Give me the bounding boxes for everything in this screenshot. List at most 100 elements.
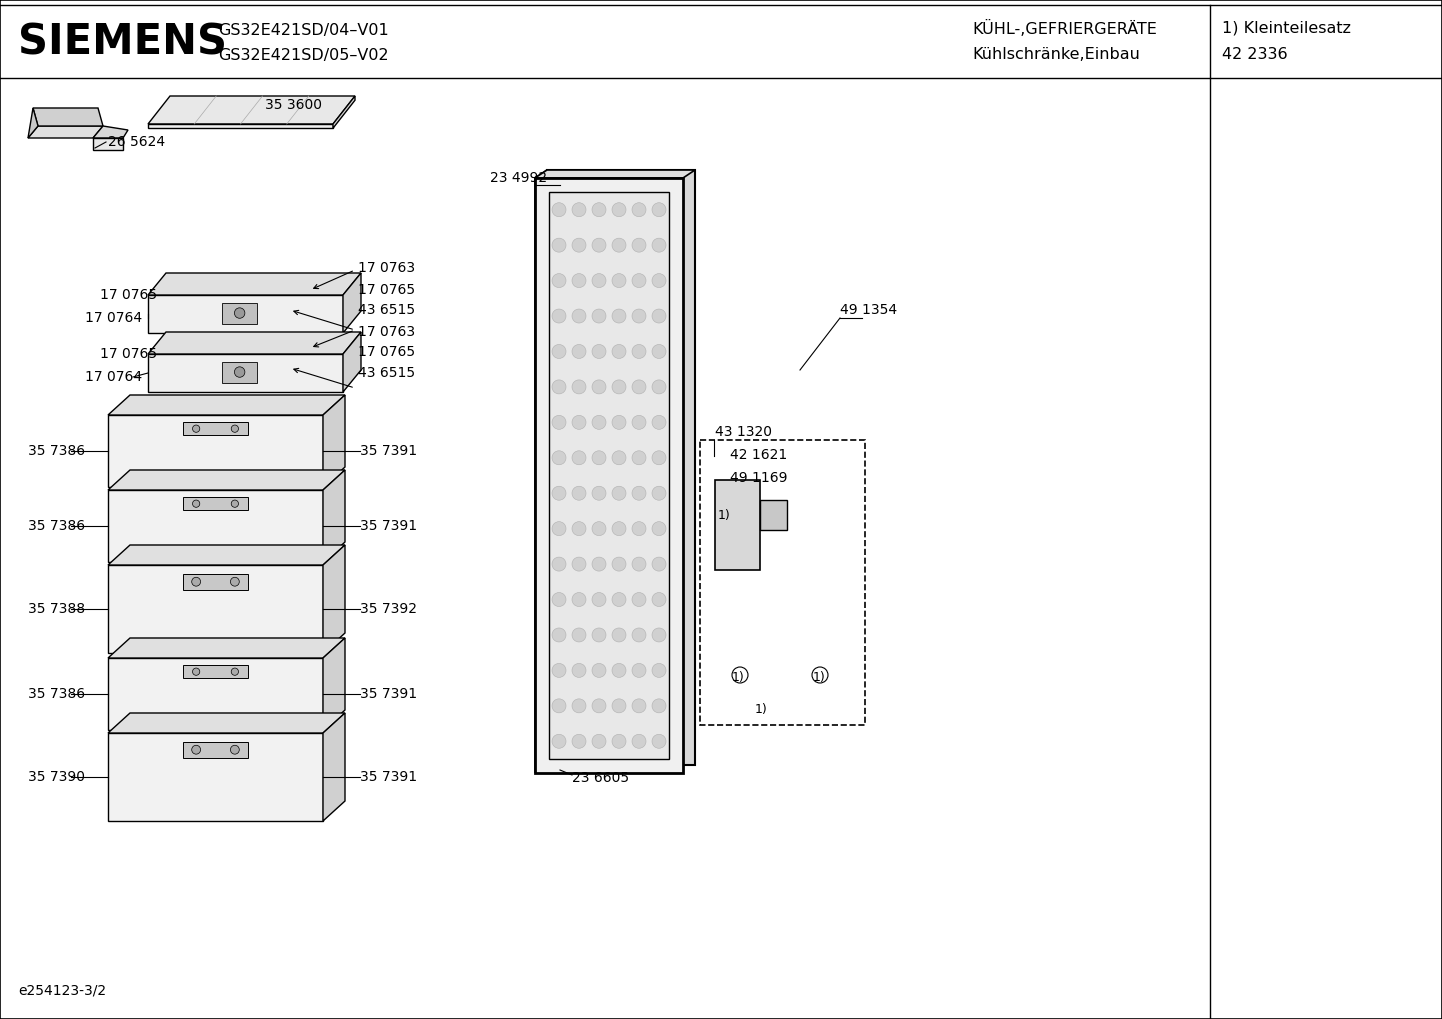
Circle shape bbox=[552, 699, 567, 713]
Circle shape bbox=[552, 663, 567, 678]
Circle shape bbox=[611, 344, 626, 359]
Circle shape bbox=[593, 735, 606, 748]
Circle shape bbox=[572, 203, 585, 217]
Circle shape bbox=[231, 500, 238, 507]
Circle shape bbox=[652, 735, 666, 748]
Circle shape bbox=[632, 309, 646, 323]
Polygon shape bbox=[149, 124, 333, 128]
Text: 49 1169: 49 1169 bbox=[730, 471, 787, 485]
Circle shape bbox=[593, 628, 606, 642]
Polygon shape bbox=[27, 108, 37, 138]
Text: 35 7386: 35 7386 bbox=[27, 444, 85, 458]
Polygon shape bbox=[323, 470, 345, 562]
Circle shape bbox=[593, 344, 606, 359]
Circle shape bbox=[652, 522, 666, 536]
Circle shape bbox=[192, 745, 200, 754]
Polygon shape bbox=[535, 170, 695, 178]
Polygon shape bbox=[760, 500, 787, 530]
Circle shape bbox=[611, 203, 626, 217]
Circle shape bbox=[652, 238, 666, 252]
Circle shape bbox=[593, 522, 606, 536]
Text: 1) Kleinteilesatz: 1) Kleinteilesatz bbox=[1221, 20, 1351, 36]
Text: 43 1320: 43 1320 bbox=[715, 425, 771, 439]
Text: 35 3600: 35 3600 bbox=[265, 98, 322, 112]
Polygon shape bbox=[183, 665, 248, 679]
Circle shape bbox=[652, 663, 666, 678]
Polygon shape bbox=[92, 126, 128, 138]
Circle shape bbox=[611, 522, 626, 536]
Text: 17 0765: 17 0765 bbox=[99, 288, 157, 302]
Circle shape bbox=[632, 203, 646, 217]
Circle shape bbox=[552, 380, 567, 394]
Circle shape bbox=[572, 628, 585, 642]
Circle shape bbox=[572, 344, 585, 359]
Circle shape bbox=[593, 450, 606, 465]
Circle shape bbox=[231, 578, 239, 586]
Circle shape bbox=[193, 668, 200, 676]
Polygon shape bbox=[27, 126, 102, 138]
Circle shape bbox=[632, 628, 646, 642]
Text: 17 0765: 17 0765 bbox=[358, 345, 415, 359]
Text: 43 6515: 43 6515 bbox=[358, 303, 415, 317]
Circle shape bbox=[652, 450, 666, 465]
Circle shape bbox=[652, 344, 666, 359]
Polygon shape bbox=[108, 470, 345, 490]
Polygon shape bbox=[108, 658, 323, 730]
Text: 35 7391: 35 7391 bbox=[360, 444, 417, 458]
Text: 23 6605: 23 6605 bbox=[572, 771, 629, 785]
Circle shape bbox=[632, 344, 646, 359]
Circle shape bbox=[552, 557, 567, 571]
Circle shape bbox=[611, 450, 626, 465]
Text: 35 7390: 35 7390 bbox=[27, 770, 85, 784]
Circle shape bbox=[652, 486, 666, 500]
Circle shape bbox=[552, 486, 567, 500]
Circle shape bbox=[652, 557, 666, 571]
Circle shape bbox=[632, 416, 646, 429]
Polygon shape bbox=[323, 638, 345, 730]
Text: 35 7391: 35 7391 bbox=[360, 687, 417, 701]
Polygon shape bbox=[343, 332, 360, 392]
Polygon shape bbox=[108, 638, 345, 658]
Polygon shape bbox=[33, 108, 102, 126]
Circle shape bbox=[652, 309, 666, 323]
Text: 1): 1) bbox=[718, 508, 731, 522]
Circle shape bbox=[572, 309, 585, 323]
Circle shape bbox=[611, 380, 626, 394]
Polygon shape bbox=[149, 354, 343, 392]
Circle shape bbox=[632, 273, 646, 287]
Circle shape bbox=[632, 238, 646, 252]
Circle shape bbox=[572, 663, 585, 678]
Circle shape bbox=[552, 309, 567, 323]
Polygon shape bbox=[108, 565, 323, 653]
Circle shape bbox=[552, 238, 567, 252]
Circle shape bbox=[593, 309, 606, 323]
Polygon shape bbox=[323, 713, 345, 821]
Circle shape bbox=[652, 628, 666, 642]
Polygon shape bbox=[183, 574, 248, 590]
Polygon shape bbox=[323, 545, 345, 653]
Circle shape bbox=[632, 735, 646, 748]
Polygon shape bbox=[343, 273, 360, 333]
Circle shape bbox=[632, 450, 646, 465]
Bar bbox=[699, 440, 865, 725]
Text: 23 4992: 23 4992 bbox=[490, 171, 547, 185]
Circle shape bbox=[552, 203, 567, 217]
Circle shape bbox=[721, 529, 753, 561]
Circle shape bbox=[572, 273, 585, 287]
Circle shape bbox=[192, 578, 200, 586]
Circle shape bbox=[552, 450, 567, 465]
Polygon shape bbox=[149, 332, 360, 354]
Circle shape bbox=[593, 380, 606, 394]
Circle shape bbox=[611, 273, 626, 287]
Circle shape bbox=[730, 538, 744, 552]
Text: 42 1621: 42 1621 bbox=[730, 448, 787, 462]
Text: GS32E421SD/04–V01: GS32E421SD/04–V01 bbox=[218, 22, 389, 38]
Circle shape bbox=[593, 557, 606, 571]
Circle shape bbox=[652, 416, 666, 429]
Circle shape bbox=[572, 416, 585, 429]
Circle shape bbox=[632, 557, 646, 571]
Circle shape bbox=[632, 486, 646, 500]
Polygon shape bbox=[535, 178, 684, 773]
Polygon shape bbox=[108, 713, 345, 733]
Polygon shape bbox=[222, 362, 257, 382]
